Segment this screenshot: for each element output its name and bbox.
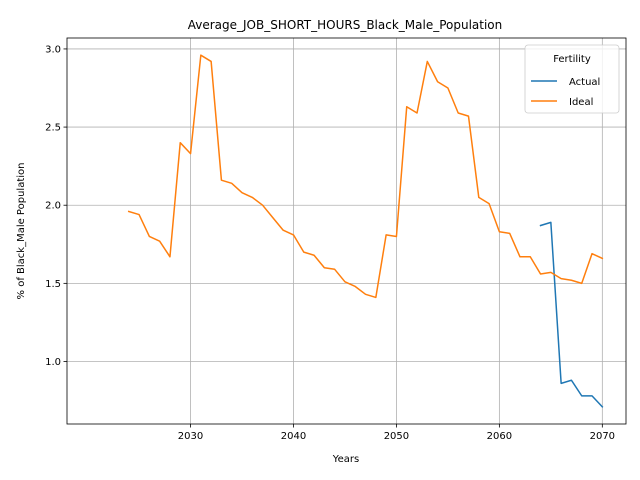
series-line-actual xyxy=(539,221,604,408)
plot-frame xyxy=(66,37,627,425)
y-tick-label: 2.5 xyxy=(45,123,61,134)
legend-title: Fertility xyxy=(553,54,591,65)
legend-label-ideal: Ideal xyxy=(569,97,593,108)
y-tick-label: 1.0 xyxy=(45,357,61,368)
x-axis-label: Years xyxy=(332,454,359,465)
legend: Fertility Actual Ideal xyxy=(524,44,620,114)
series-line-ideal xyxy=(127,54,604,299)
x-tick-label: 2060 xyxy=(487,431,512,442)
x-tick-label: 2050 xyxy=(384,431,409,442)
y-tick-label: 2.0 xyxy=(45,201,61,212)
y-axis-label: % of Black_Male Population xyxy=(16,163,27,300)
x-axis: 2030 2040 2050 2060 2070 xyxy=(178,424,615,442)
x-tick-label: 2070 xyxy=(590,431,615,442)
legend-label-actual: Actual xyxy=(569,77,600,88)
series-layer xyxy=(127,54,604,408)
legend-box xyxy=(524,44,620,114)
x-tick-label: 2030 xyxy=(178,431,203,442)
y-axis: 1.0 1.5 2.0 2.5 3.0 xyxy=(45,44,67,368)
y-tick-label: 1.5 xyxy=(45,279,61,290)
x-tick-label: 2040 xyxy=(281,431,306,442)
chart-title: Average_JOB_SHORT_HOURS_Black_Male_Popul… xyxy=(188,18,503,32)
y-tick-label: 3.0 xyxy=(45,44,61,55)
